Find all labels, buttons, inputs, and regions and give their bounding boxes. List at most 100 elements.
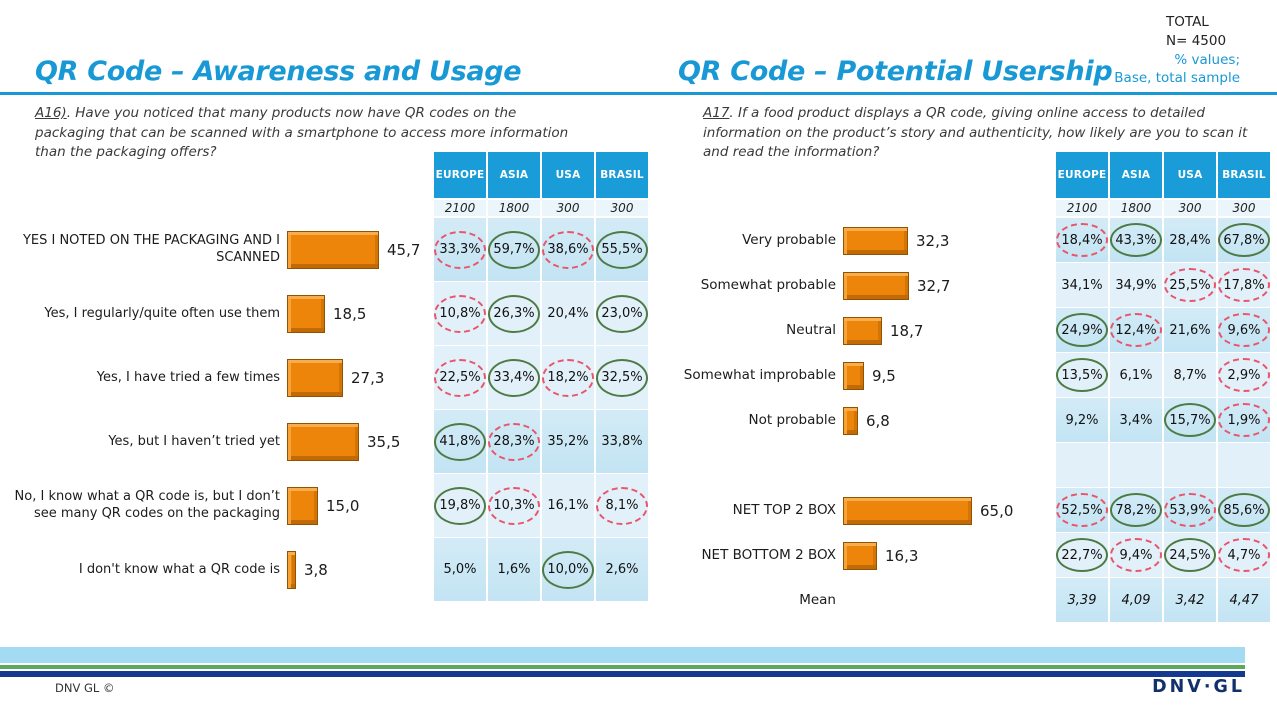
values-note-line2: Base, total sample <box>1114 69 1240 86</box>
bar-value-label: 15,0 <box>326 497 360 515</box>
bar <box>287 487 318 525</box>
footer-stripe-lightblue <box>0 647 1245 663</box>
values-note-line1: % values; <box>1174 52 1240 68</box>
cell-value: 78,2% <box>1115 502 1157 518</box>
column-header: EUROPE <box>434 152 486 198</box>
right-chart-row: Mean <box>658 578 1050 623</box>
bar-category-label: Yes, I have tried a few times <box>96 369 280 385</box>
value-cell: 5,0% <box>434 538 486 601</box>
bar-value-label: 3,8 <box>304 561 328 579</box>
dnv-gl-logo: DNV·GL <box>1152 677 1245 697</box>
cell-value: 9,6% <box>1227 322 1261 338</box>
value-cell: 78,2% <box>1110 488 1162 532</box>
footer-stripe-green <box>0 665 1245 669</box>
cell-value: 9,2% <box>1065 412 1099 428</box>
value-cell: 12,4% <box>1110 308 1162 352</box>
value-cell: 24,5% <box>1164 533 1216 577</box>
cell-value: 34,9% <box>1115 277 1157 293</box>
left-question-text: . Have you noticed that many products no… <box>35 105 569 161</box>
bar-category-label: NET BOTTOM 2 BOX <box>701 546 836 563</box>
bar-category-label: Yes, I regularly/quite often use them <box>44 305 280 321</box>
values-base-note: % values; Base, total sample <box>1114 52 1240 87</box>
table-row <box>1056 443 1270 487</box>
value-cell <box>1218 443 1270 487</box>
column-header: USA <box>542 152 594 198</box>
bar-value-label: 35,5 <box>367 433 401 451</box>
value-cell: 6,1% <box>1110 353 1162 397</box>
value-cell: 3,4% <box>1110 398 1162 442</box>
value-cell: 18,4% <box>1056 218 1108 262</box>
value-cell: 4,09 <box>1110 578 1162 622</box>
bar-category-label: I don't know what a QR code is <box>78 561 280 577</box>
value-cell: 2,9% <box>1218 353 1270 397</box>
value-cell: 33,8% <box>596 410 648 473</box>
column-header: BRASIL <box>596 152 648 198</box>
value-cell: 23,0% <box>596 282 648 345</box>
bar-area: 16,3 <box>843 541 1050 570</box>
right-chart-row: Somewhat probable 32,7 <box>658 263 1050 308</box>
bar-category-label: Very probable <box>742 231 836 248</box>
value-cell: 13,5% <box>1056 353 1108 397</box>
bar-area: 6,8 <box>843 406 1050 435</box>
column-header: EUROPE <box>1056 152 1108 198</box>
bar-value-label: 6,8 <box>866 411 890 430</box>
bar-category-label: Mean <box>799 591 836 608</box>
right-chart-rows: Very probable 32,3 Somewhat probable 32,7 Ne… <box>658 218 1050 623</box>
table-row: 33,3% 59,7% 38,6% 55,5% <box>434 218 648 281</box>
column-header: ASIA <box>488 152 540 198</box>
value-cell: 18,2% <box>542 346 594 409</box>
right-chart-title: QR Code – Potential Usership <box>678 56 1113 87</box>
value-cell: 4,7% <box>1218 533 1270 577</box>
cell-value: 18,2% <box>547 370 589 385</box>
value-cell: 10,0% <box>542 538 594 601</box>
base-cell: 1800 <box>488 200 540 216</box>
cell-value: 24,9% <box>1061 322 1103 338</box>
right-question-text: . If a food product displays a QR code, … <box>703 105 1248 161</box>
cell-value: 59,7% <box>493 242 535 257</box>
value-cell: 32,5% <box>596 346 648 409</box>
value-cell: 26,3% <box>488 282 540 345</box>
value-cell: 43,3% <box>1110 218 1162 262</box>
bar-area: 18,5 <box>287 295 433 333</box>
table-row: 5,0% 1,6% 10,0% 2,6% <box>434 538 648 601</box>
right-question: A17. If a food product displays a QR cod… <box>703 104 1273 163</box>
table-row: 10,8% 26,3% 20,4% 23,0% <box>434 282 648 345</box>
cell-value: 9,4% <box>1119 547 1153 563</box>
bar-value-label: 32,7 <box>917 276 951 295</box>
cell-value: 33,8% <box>601 434 643 449</box>
value-cell: 53,9% <box>1164 488 1216 532</box>
value-cell: 34,1% <box>1056 263 1108 307</box>
value-cell: 16,1% <box>542 474 594 537</box>
bar <box>843 271 909 300</box>
cell-value: 16,1% <box>547 498 589 513</box>
left-chart-row: I don't know what a QR code is 3,8 <box>8 538 433 602</box>
bar-category-label: YES I NOTED ON THE PACKAGING AND I SCANN… <box>22 233 280 265</box>
base-cell: 300 <box>1164 200 1216 216</box>
value-cell: 9,2% <box>1056 398 1108 442</box>
copyright-text: DNV GL © <box>55 681 115 695</box>
table-row: 22,7% 9,4% 24,5% 4,7% <box>1056 533 1270 577</box>
value-cell: 15,7% <box>1164 398 1216 442</box>
cell-value: 55,5% <box>601 242 643 257</box>
bar-value-label: 27,3 <box>351 369 385 387</box>
value-cell: 34,9% <box>1110 263 1162 307</box>
cell-value: 5,0% <box>443 562 477 577</box>
cell-value: 22,7% <box>1061 547 1103 563</box>
cell-value: 23,0% <box>601 306 643 321</box>
right-chart-row: NET BOTTOM 2 BOX 16,3 <box>658 533 1050 578</box>
base-cell: 300 <box>596 200 648 216</box>
cell-value: 4,47 <box>1229 592 1259 608</box>
table-row: 19,8% 10,3% 16,1% 8,1% <box>434 474 648 537</box>
bar-category-label: No, I know what a QR code is, but I don’… <box>14 489 280 521</box>
right-table: EUROPE ASIA USA BRASIL 2100 1800 300 300 18,4% 43… <box>1056 152 1270 623</box>
table-base-row: 2100 1800 300 300 <box>1056 200 1270 216</box>
value-cell: 41,8% <box>434 410 486 473</box>
total-n: N= 4500 <box>1166 32 1227 49</box>
value-cell: 38,6% <box>542 218 594 281</box>
cell-value: 26,3% <box>493 306 535 321</box>
right-question-number: A17 <box>703 105 730 121</box>
cell-value: 4,7% <box>1227 547 1261 563</box>
footer-stripe-navy <box>0 671 1245 677</box>
bar <box>843 316 882 345</box>
cell-value: 3,42 <box>1175 592 1205 608</box>
